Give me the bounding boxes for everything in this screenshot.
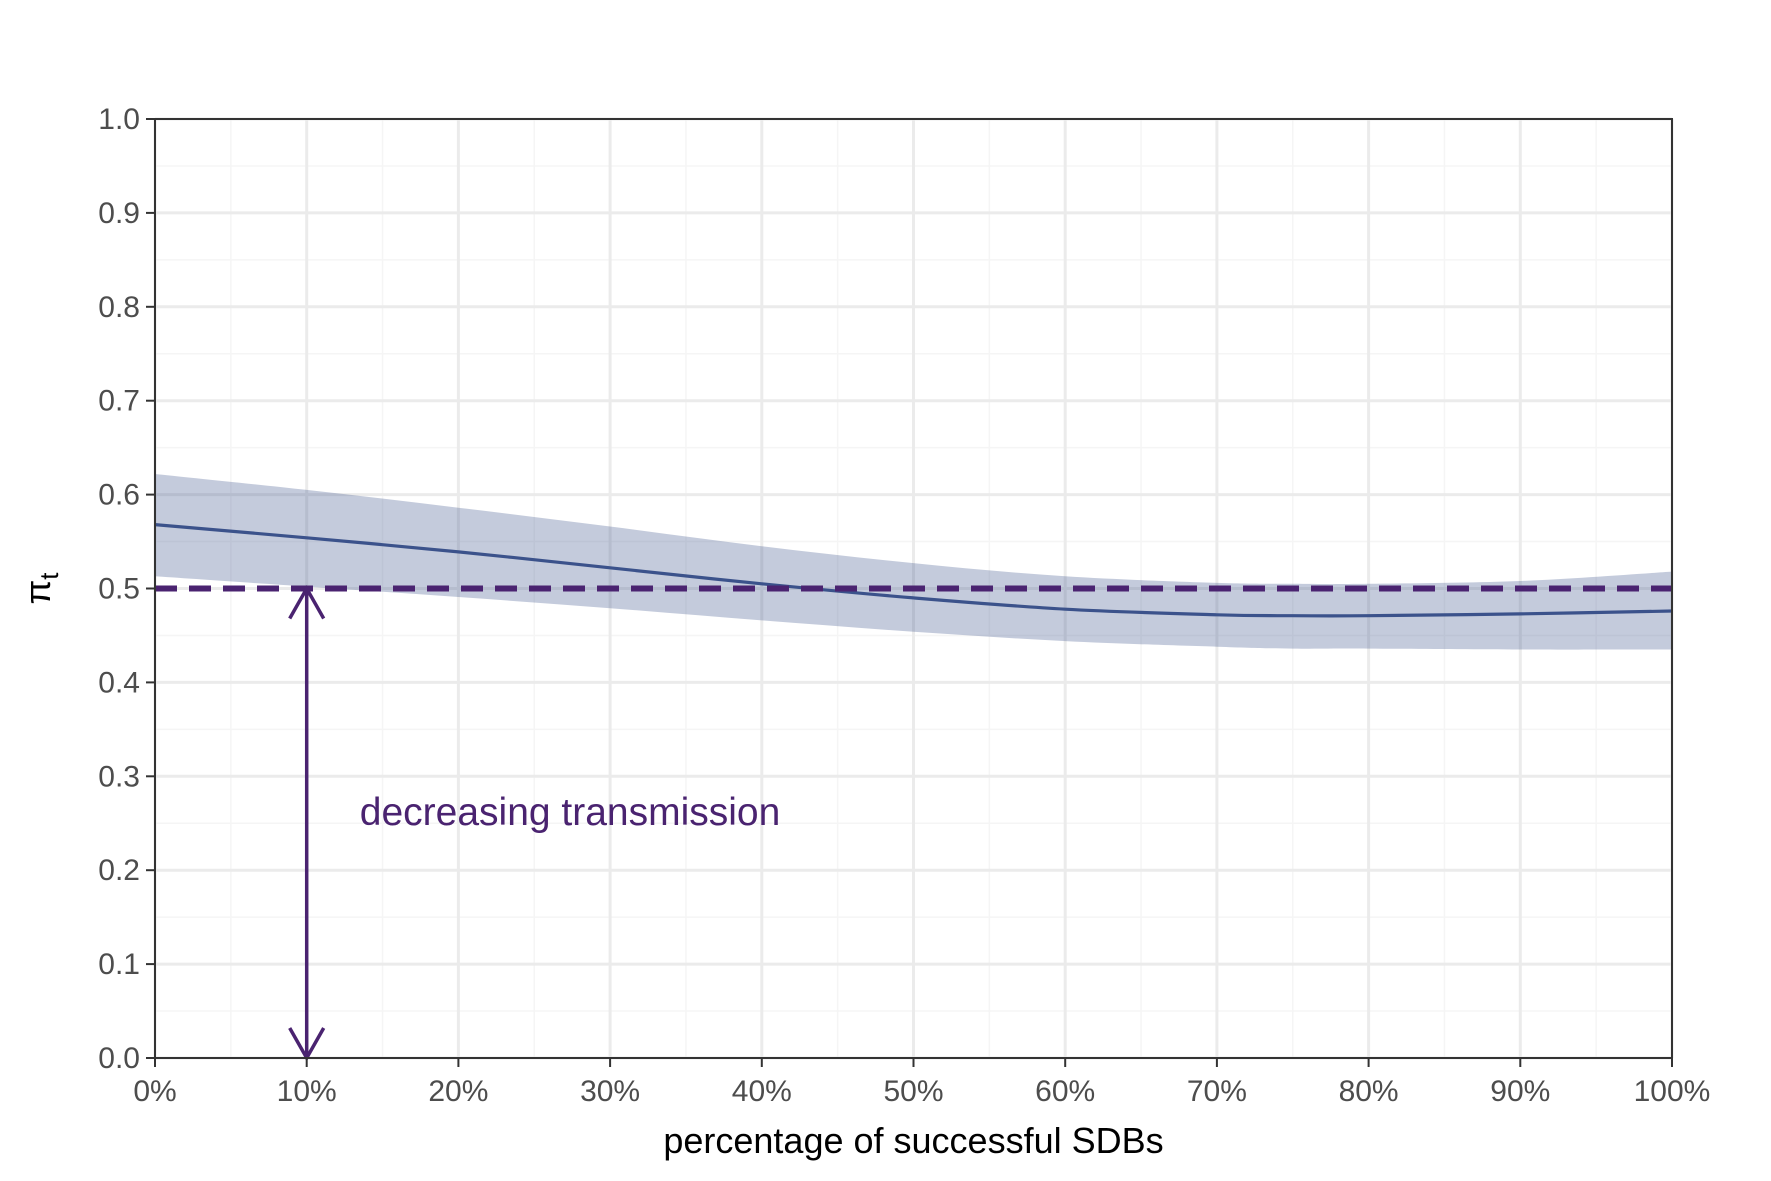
y-tick-label: 0.7: [98, 385, 140, 418]
x-tick-label: 40%: [732, 1075, 792, 1108]
y-tick-label: 0.6: [98, 479, 140, 512]
x-tick-label: 100%: [1634, 1075, 1711, 1108]
x-tick-label: 60%: [1035, 1075, 1095, 1108]
y-axis: 0.0 0.1 0.2 0.3 0.4 0.5 0.6 0.7 0.8 0.9 1.0: [98, 103, 155, 1075]
y-tick-label: 0.5: [98, 573, 140, 606]
y-tick-label: 0.4: [98, 666, 140, 699]
x-tick-label: 70%: [1187, 1075, 1247, 1108]
x-tick-label: 50%: [883, 1075, 943, 1108]
y-tick-label: 0.0: [98, 1042, 140, 1075]
arrow-head-top: [288, 584, 326, 620]
confidence-band-group: [155, 473, 1672, 650]
annotation-text: decreasing transmission: [360, 791, 781, 834]
y-tick-label: 0.3: [98, 760, 140, 793]
confidence-band: [155, 473, 1672, 650]
y-axis-title-sub: t: [34, 572, 64, 580]
y-axis-title: πt: [17, 572, 64, 605]
x-axis: 0% 10% 20% 30% 40% 50% 60% 70% 80% 90% 100%: [133, 1058, 1710, 1108]
y-tick-label: 0.9: [98, 197, 140, 230]
x-tick-label: 20%: [428, 1075, 488, 1108]
y-tick-label: 0.8: [98, 291, 140, 324]
y-tick-label: 0.2: [98, 854, 140, 887]
trend-line-group: [154, 523, 1673, 618]
x-tick-label: 90%: [1490, 1075, 1550, 1108]
x-tick-label: 0%: [133, 1075, 176, 1108]
y-axis-title-main: π: [17, 580, 58, 605]
trend-line: [154, 523, 1673, 618]
x-tick-label: 80%: [1339, 1075, 1399, 1108]
y-tick-label: 1.0: [98, 103, 140, 136]
y-tick-label: 0.1: [98, 948, 140, 981]
x-tick-label: 30%: [580, 1075, 640, 1108]
x-axis-title: percentage of successful SDBs: [663, 1120, 1163, 1161]
x-tick-label: 10%: [277, 1075, 337, 1108]
